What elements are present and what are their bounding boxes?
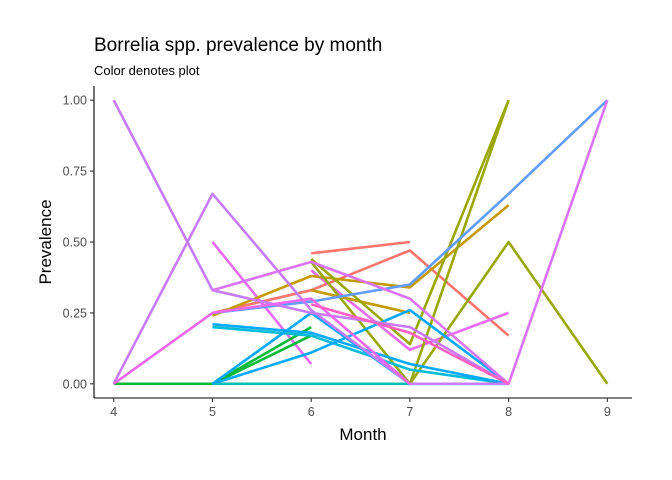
x-tick-label: 4 [110, 405, 117, 419]
series-line-14 [212, 323, 509, 386]
chart-title: Borrelia spp. prevalence by month [94, 35, 383, 56]
series-layer [112, 99, 609, 386]
series-line-5 [212, 204, 510, 317]
x-tick-label: 6 [308, 405, 315, 419]
series-line-1 [311, 240, 411, 255]
series-line-20 [212, 99, 609, 386]
series-line-22 [310, 303, 510, 385]
series-line-13 [212, 325, 509, 386]
y-tick-label: 0.25 [63, 306, 87, 320]
series-line-15 [212, 308, 510, 386]
series-line-19 [112, 192, 509, 386]
x-tick-label: 9 [604, 405, 611, 419]
series-line-18 [112, 99, 510, 385]
series-line-21 [112, 297, 411, 385]
y-tick-label: 0.75 [63, 165, 87, 179]
y-tick-label: 0.00 [63, 377, 87, 391]
x-axis-title: Month [339, 425, 386, 444]
x-tick-label: 7 [406, 405, 413, 419]
y-tick-label: 1.00 [63, 94, 87, 108]
series-line-7 [310, 99, 510, 346]
x-axis-ticks: 4 5 6 7 8 9 [110, 398, 611, 419]
series-line-17 [212, 99, 609, 315]
chart-subtitle: Color denotes plot [94, 63, 200, 78]
series-line-8 [408, 240, 609, 385]
y-tick-label: 0.50 [63, 236, 87, 250]
y-axis-title: Prevalence [36, 199, 55, 284]
x-tick-label: 5 [209, 405, 216, 419]
y-axis-ticks: 0.00 0.25 0.50 0.75 1.00 [63, 94, 94, 391]
x-tick-label: 8 [505, 405, 512, 419]
